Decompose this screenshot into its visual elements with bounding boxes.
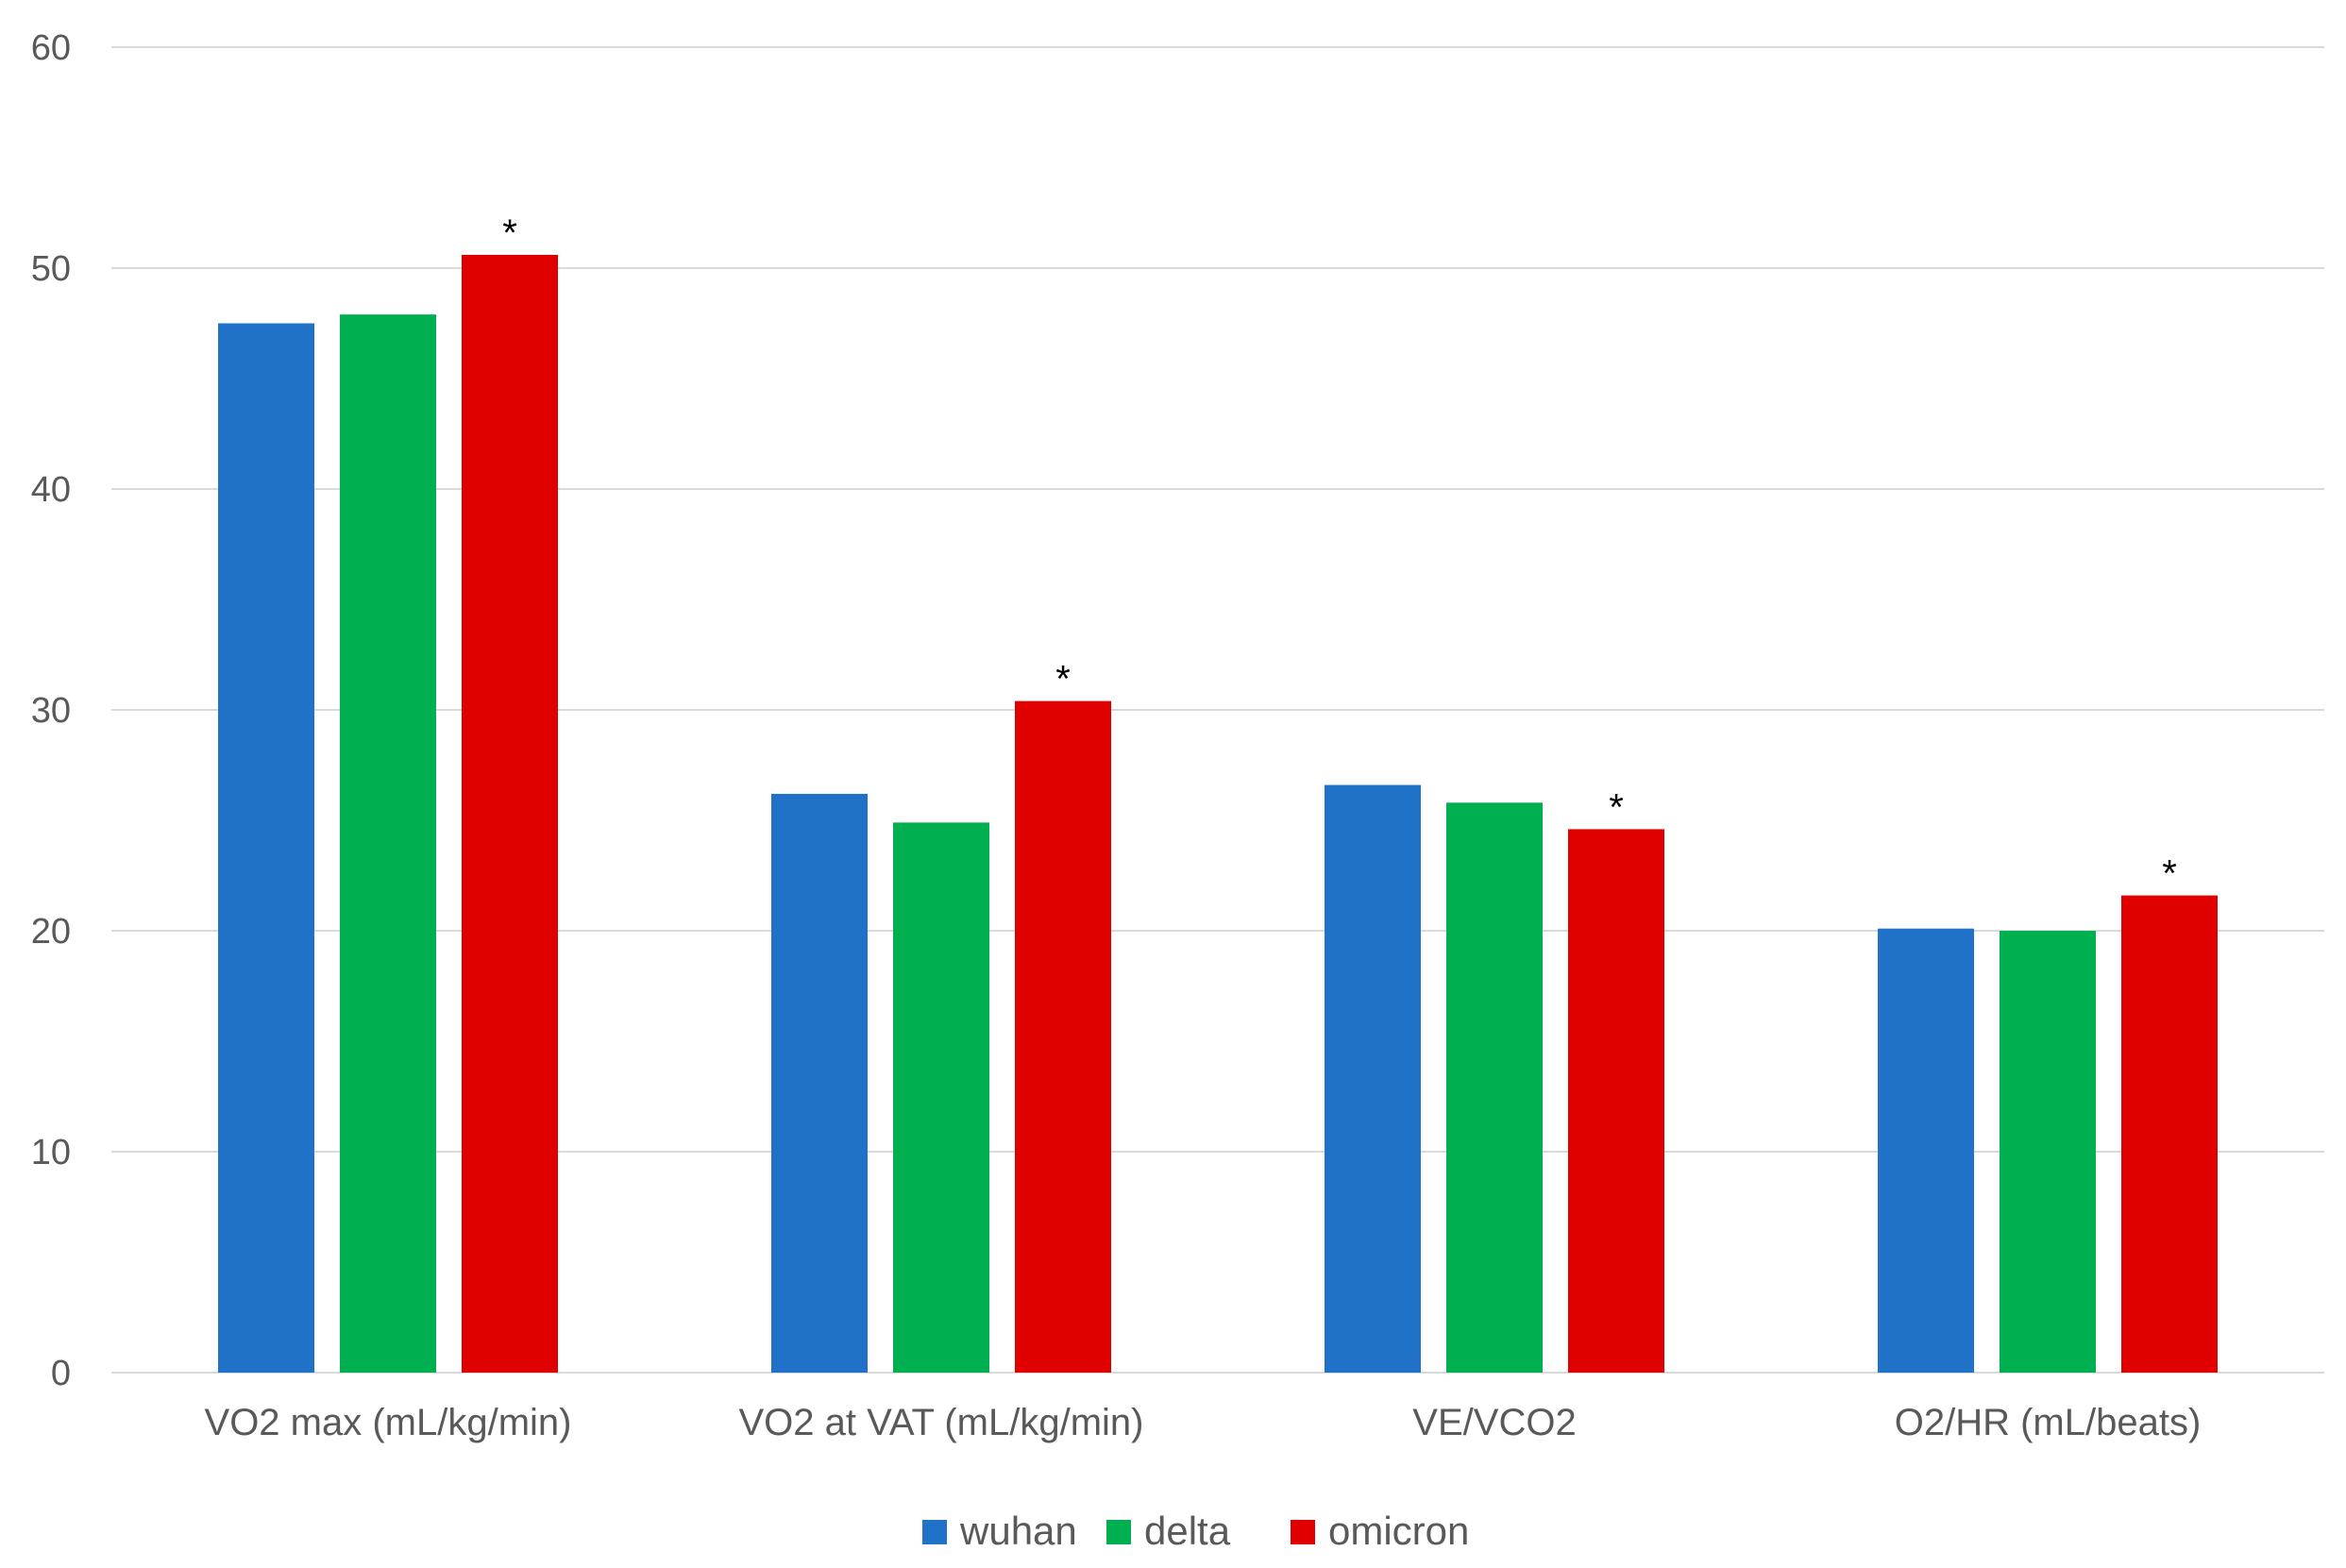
- bar-omicron-2: [1568, 829, 1664, 1373]
- significance-star: *: [2162, 853, 2177, 895]
- y-tick-label: 30: [31, 691, 71, 731]
- legend-label-wuhan: wuhan: [959, 1509, 1077, 1553]
- y-tick-label: 50: [31, 249, 71, 289]
- gridlines: [111, 46, 2324, 1374]
- bar-wuhan-2: [1325, 784, 1421, 1373]
- y-axis-tick-labels: 0 10 20 30 40 50 60: [31, 28, 71, 1393]
- bar-omicron-3: [2121, 895, 2218, 1373]
- legend-label-omicron: omicron: [1328, 1509, 1469, 1553]
- legend-swatch-delta: [1106, 1520, 1131, 1544]
- bar-delta-1: [893, 822, 989, 1373]
- significance-star: *: [502, 212, 517, 254]
- bar-delta-3: [2000, 931, 2096, 1373]
- y-tick-label: 10: [31, 1133, 71, 1172]
- y-tick-label: 20: [31, 912, 71, 952]
- x-axis-category-labels: VO2 max (mL/kg/min) VO2 at VAT (mL/kg/min…: [205, 1402, 2202, 1443]
- bar-omicron-1: [1015, 700, 1111, 1373]
- y-tick-label: 40: [31, 470, 71, 510]
- x-category-label: VO2 at VAT (mL/kg/min): [738, 1402, 1143, 1443]
- x-category-label: VO2 max (mL/kg/min): [205, 1402, 572, 1443]
- y-tick-label: 0: [51, 1354, 71, 1393]
- legend-swatch-omicron: [1291, 1520, 1315, 1544]
- legend-swatch-wuhan: [922, 1520, 947, 1544]
- significance-annotations: * * * *: [502, 212, 2177, 895]
- x-category-label: O2/HR (mL/beats): [1895, 1402, 2202, 1443]
- significance-star: *: [1609, 786, 1624, 828]
- bar-delta-0: [340, 314, 436, 1373]
- bar-delta-2: [1446, 802, 1543, 1373]
- bar-wuhan-1: [771, 793, 868, 1373]
- bars: [218, 254, 2218, 1374]
- y-tick-label: 60: [31, 28, 71, 68]
- bar-wuhan-0: [218, 323, 314, 1373]
- significance-star: *: [1055, 659, 1071, 700]
- bar-omicron-0: [462, 254, 558, 1374]
- legend: wuhan delta omicron: [922, 1509, 1469, 1553]
- x-category-label: VE/VCO2: [1412, 1402, 1576, 1443]
- legend-label-delta: delta: [1144, 1509, 1231, 1553]
- bar-wuhan-3: [1878, 928, 1974, 1373]
